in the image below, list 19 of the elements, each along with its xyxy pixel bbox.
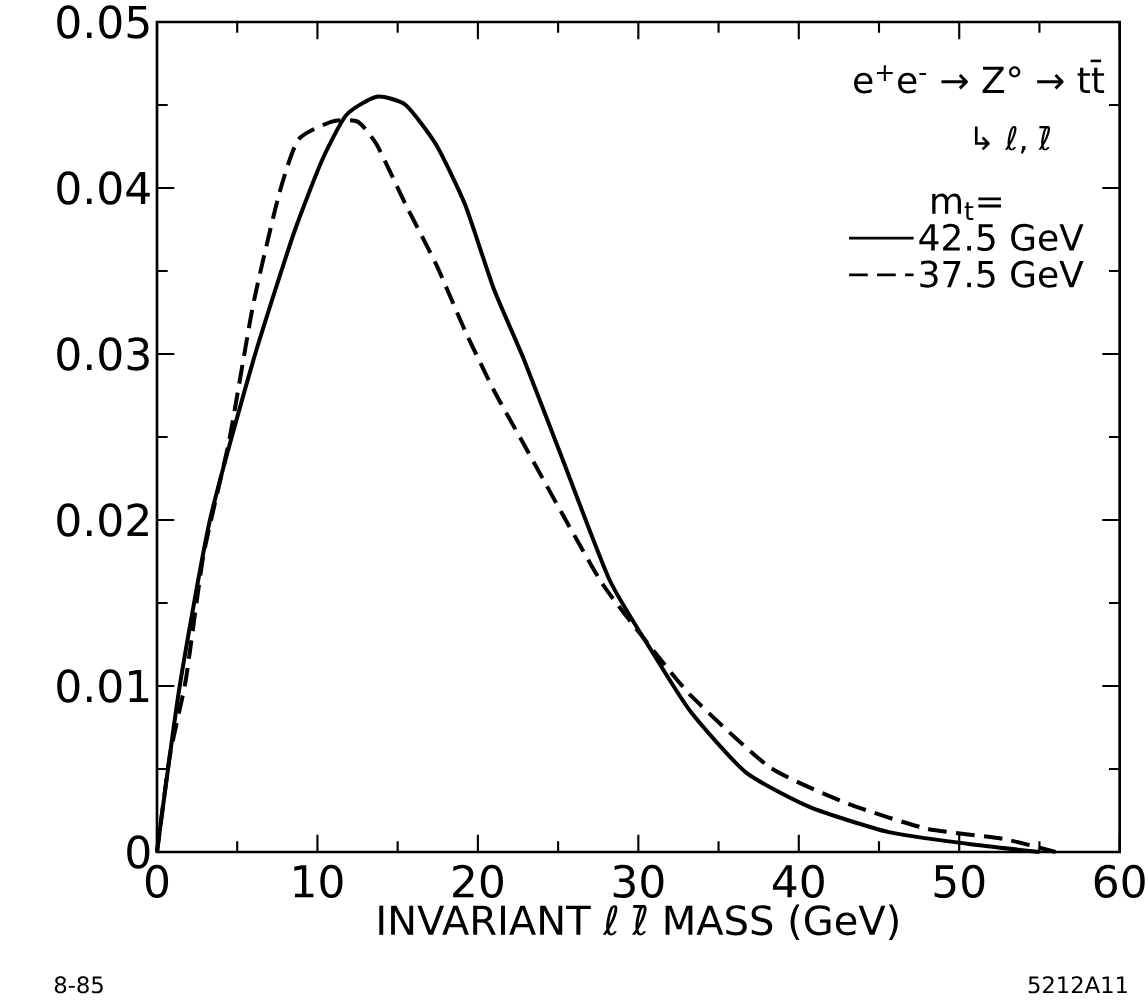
x-tick-label: 30 — [613, 864, 664, 898]
annotation: ↳ ℓ, ℓ̄ — [974, 126, 1051, 154]
legend-label: 37.5 GeV — [920, 260, 1084, 288]
x-tick-label: 20 — [453, 864, 503, 898]
y-tick-label: 0.05 — [57, 5, 149, 39]
y-tick-label: 0.01 — [57, 669, 149, 703]
text: 5212A11 — [1028, 976, 1127, 994]
x-axis-title: INVARIANT ℓ ℓ̄ MASS (GeV) — [379, 904, 898, 941]
y-tick-label: 0.04 — [57, 171, 150, 205]
legend-title: m$_{t}$= — [932, 193, 1001, 221]
legend-label: 42.5 GeV — [919, 223, 1084, 251]
x-tick-label: 40 — [772, 864, 824, 898]
text: 8-85 — [54, 976, 103, 994]
y-tick-label: 0.02 — [57, 503, 148, 537]
x-tick-label: 50 — [934, 864, 985, 898]
x-tick-label: 60 — [1094, 864, 1145, 898]
y-tick-label: 0.03 — [57, 337, 149, 371]
x-tick-label: 10 — [294, 864, 343, 898]
annotation: e$^{+}$e$^{-}$ → Z° → tt̄ — [854, 59, 1105, 94]
